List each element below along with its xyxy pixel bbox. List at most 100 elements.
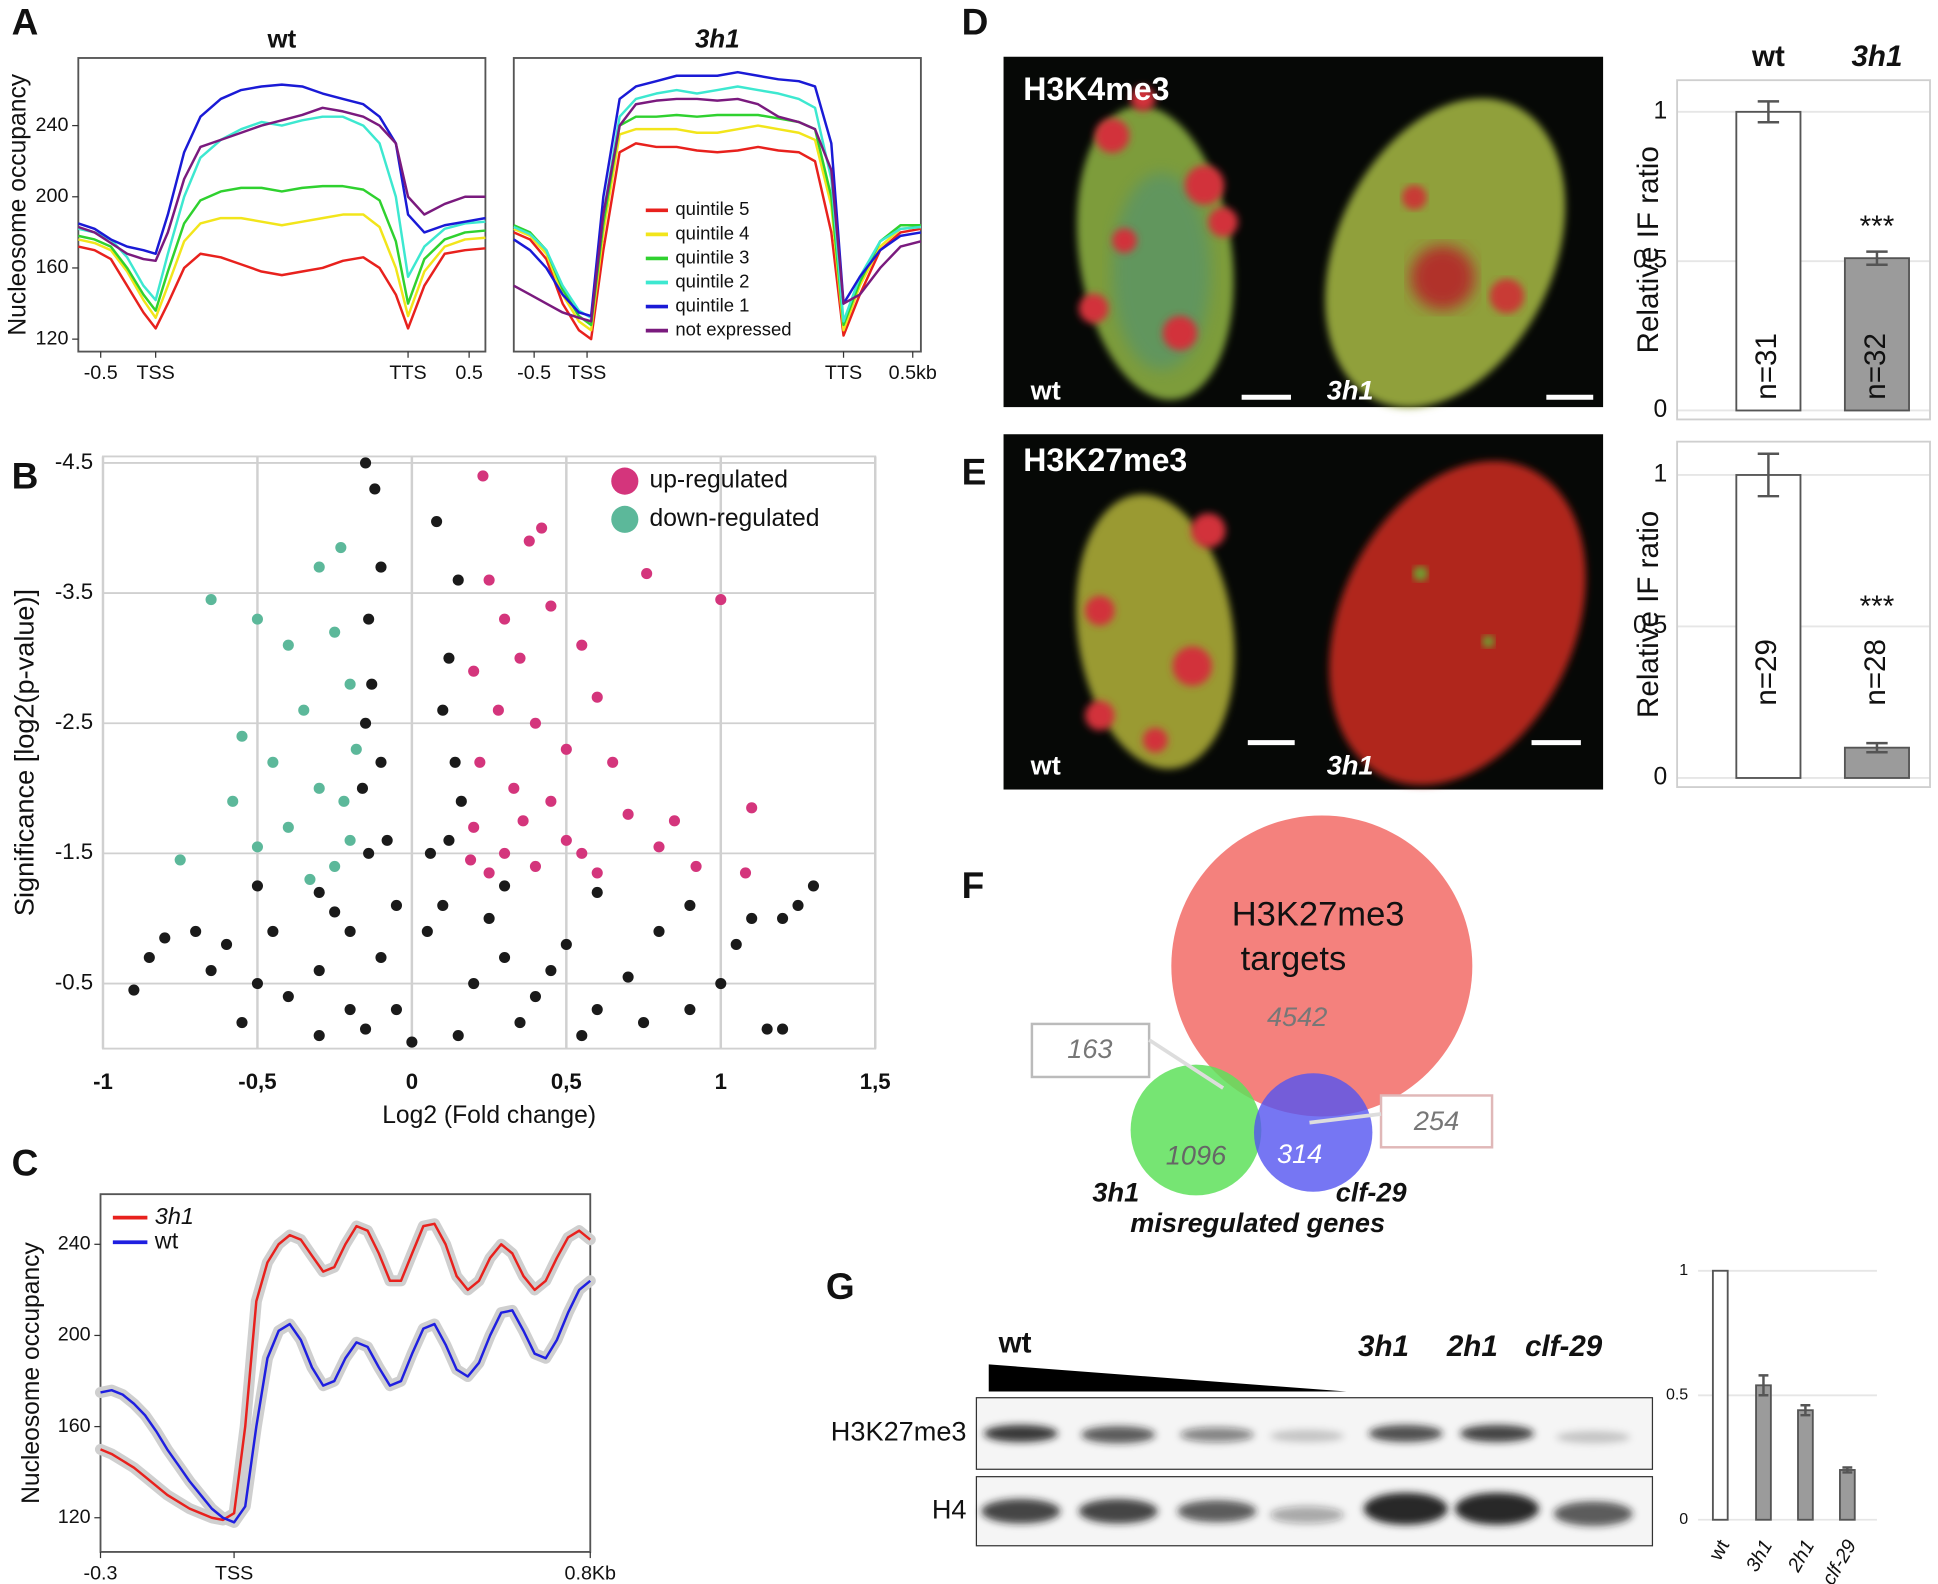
point — [730, 938, 742, 951]
venn-count: 163 — [1067, 1033, 1112, 1064]
point — [483, 574, 495, 586]
point — [363, 847, 375, 859]
series-line — [513, 97, 922, 323]
y-tick-label: 240 — [36, 114, 69, 136]
series-line — [77, 106, 486, 263]
lane-label: 3h1 — [1358, 1330, 1409, 1363]
bar — [1797, 1409, 1814, 1521]
y-tick-label: -0.5 — [55, 969, 93, 994]
point — [220, 938, 233, 951]
y-tick-label: 240 — [58, 1233, 91, 1255]
point — [452, 1030, 464, 1042]
point — [474, 756, 486, 768]
panel-label: F — [962, 865, 985, 906]
venn-circle — [1171, 815, 1473, 1117]
point — [282, 990, 294, 1003]
point — [545, 600, 557, 612]
error-bar — [1866, 741, 1888, 754]
x-tick-label: TTS — [389, 362, 426, 384]
point — [653, 925, 665, 938]
point — [437, 704, 449, 716]
y-tick-label: -3.5 — [55, 579, 93, 604]
stain-label: H3K27me3 — [1023, 442, 1187, 478]
point — [452, 574, 464, 586]
annotation: *** — [1860, 210, 1895, 243]
bar-label: n=32 — [1859, 333, 1892, 400]
point — [313, 886, 325, 898]
point — [282, 821, 294, 833]
micrograph: H3K4me3 wt 3h1 — [1003, 56, 1604, 408]
point — [344, 834, 356, 846]
y-axis-label: Nucleosome occupancy — [5, 73, 32, 335]
legend-label: quintile 3 — [675, 246, 749, 267]
chromocenter — [1410, 245, 1475, 310]
point — [746, 912, 758, 925]
point — [591, 1004, 603, 1016]
point — [313, 1030, 325, 1042]
x-tick-label: 0.5kb — [889, 362, 937, 384]
bar-label: n=28 — [1859, 639, 1892, 706]
error-bar — [1757, 452, 1780, 498]
category-label: wt — [1751, 40, 1785, 73]
bar — [1755, 1384, 1772, 1521]
lane-label: wt — [998, 1326, 1032, 1359]
y-tick-label: -2.5 — [55, 709, 93, 734]
legend-label: quintile 2 — [675, 270, 749, 291]
bands — [981, 1424, 1633, 1527]
point — [443, 834, 455, 846]
point — [344, 925, 356, 938]
point — [739, 867, 752, 879]
series-line — [513, 113, 921, 327]
legend-swatch — [611, 505, 639, 533]
chromocenters — [1084, 513, 1226, 753]
point — [499, 880, 511, 892]
point — [529, 860, 541, 872]
point — [298, 704, 310, 716]
point — [304, 873, 316, 885]
cell — [1329, 460, 1586, 786]
y-tick-label: 1 — [1654, 97, 1668, 124]
point — [381, 834, 393, 846]
point — [576, 639, 588, 651]
venn-caption: misregulated genes — [1130, 1207, 1385, 1238]
bar — [1735, 110, 1802, 412]
point — [792, 899, 804, 911]
point — [406, 1036, 418, 1048]
point — [338, 795, 350, 807]
venn-label: H3K27me3 — [1232, 896, 1405, 934]
point — [777, 912, 789, 925]
point — [560, 938, 572, 951]
error-bar — [1758, 1374, 1769, 1397]
x-tick-label: 0.5 — [455, 362, 482, 384]
x-tick-label: TTS — [825, 362, 862, 384]
point — [807, 880, 820, 892]
y-tick-label: 0 — [1654, 763, 1668, 790]
annotation: *** — [1860, 590, 1895, 623]
point — [205, 964, 217, 977]
point — [576, 847, 588, 859]
genotype-label: wt — [1030, 374, 1061, 405]
point — [684, 1004, 696, 1016]
point — [329, 860, 341, 872]
point — [390, 899, 402, 911]
y-tick-label: 120 — [36, 327, 69, 349]
venn-set-label: 3h1 — [1092, 1176, 1139, 1207]
bar-label: n=31 — [1750, 333, 1783, 400]
point — [591, 691, 603, 703]
x-tick-label: 0 — [406, 1069, 418, 1094]
point — [622, 808, 634, 820]
plot-frame — [1676, 79, 1931, 421]
point — [715, 977, 727, 990]
point — [465, 854, 477, 866]
point — [375, 561, 387, 573]
point — [576, 1030, 588, 1042]
point — [329, 626, 341, 638]
category-label: 3h1 — [1851, 40, 1902, 73]
venn-count: 4542 — [1267, 1001, 1327, 1032]
y-tick-label: 0.5 — [1666, 1385, 1688, 1403]
point — [591, 867, 603, 879]
y-tick-label: 1 — [1654, 460, 1668, 487]
legend-swatch — [611, 467, 639, 495]
point — [424, 847, 436, 859]
point — [359, 457, 372, 469]
